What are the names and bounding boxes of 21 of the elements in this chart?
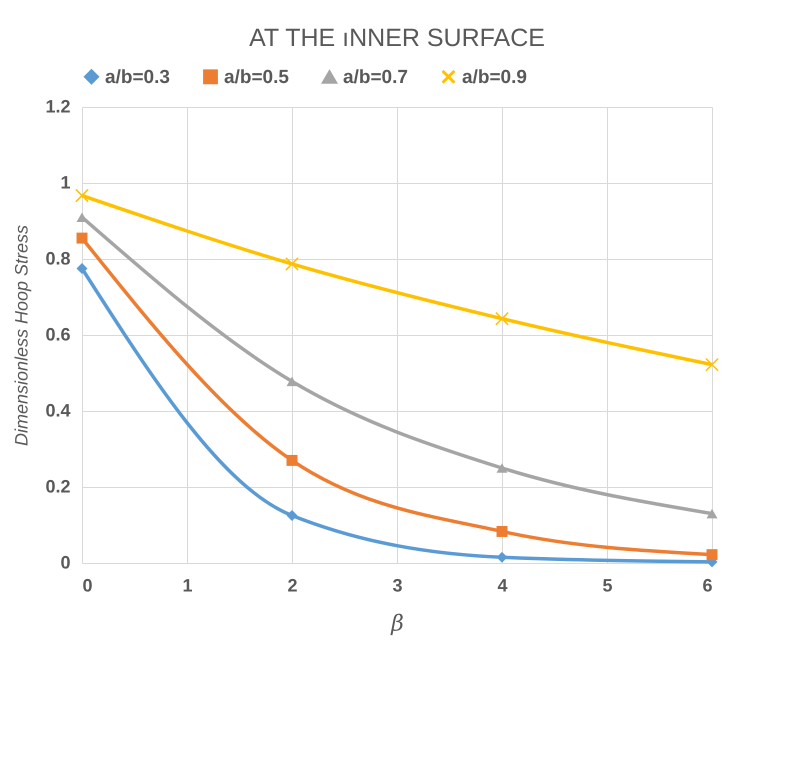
x-tick-label: 2: [287, 576, 298, 596]
y-tick-label: 0: [60, 552, 70, 572]
y-tick-label: 0.2: [45, 476, 70, 496]
y-axis-title: Dimensionless Hoop Stress: [11, 224, 32, 446]
y-tick-label: 1: [60, 172, 70, 192]
legend-label: a/b=0.7: [343, 67, 408, 88]
x-tick-label: 0: [82, 576, 93, 596]
y-tick-label: 0.8: [45, 248, 70, 268]
legend-label: a/b=0.9: [462, 66, 527, 88]
x-tick-label: 3: [392, 576, 403, 596]
x-tick-label: 6: [702, 576, 712, 596]
x-axis-title: β: [390, 612, 404, 636]
y-tick-label: 0.4: [45, 400, 70, 420]
legend-label: a/b=0.3: [105, 66, 170, 88]
y-tick-label: 1.2: [45, 96, 70, 116]
x-tick-label: 1: [182, 576, 193, 596]
y-tick-label: 0.6: [45, 324, 70, 344]
chart-title: AT THE ıNNER SURFACE: [249, 24, 545, 52]
legend-label: a/b=0.5: [224, 66, 290, 88]
x-tick-label: 5: [602, 576, 613, 596]
x-tick-label: 4: [497, 576, 508, 596]
